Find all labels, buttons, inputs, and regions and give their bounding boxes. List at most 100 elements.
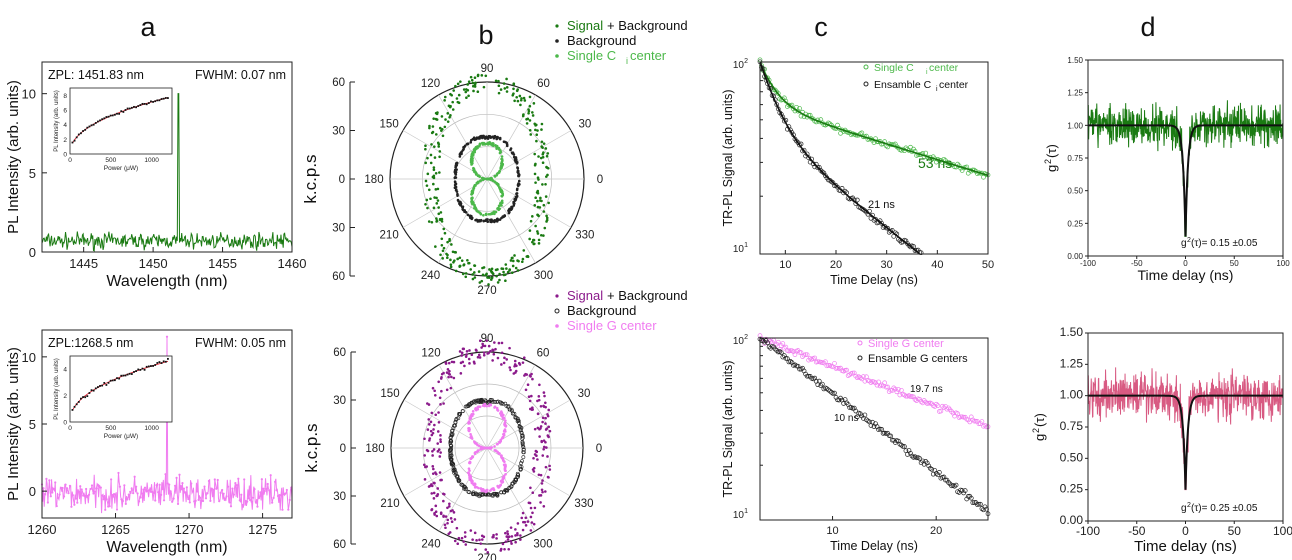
inset-point bbox=[143, 103, 146, 105]
signal-background-point bbox=[537, 178, 540, 181]
signal-background-point bbox=[444, 526, 447, 530]
inset-frame bbox=[69, 355, 173, 423]
signal-background-point bbox=[526, 255, 530, 259]
signal-background-point bbox=[472, 84, 475, 88]
inset-fit-line bbox=[72, 97, 169, 144]
signal-background-point bbox=[509, 368, 512, 372]
signal-background-point bbox=[495, 274, 498, 278]
spectrum-point bbox=[46, 501, 49, 504]
signal-background-point bbox=[435, 514, 439, 518]
single-center-point bbox=[483, 446, 487, 450]
ensemble-decay-point bbox=[885, 430, 891, 436]
ensemble-decay-point bbox=[772, 346, 778, 352]
background-point bbox=[518, 464, 523, 469]
signal-background-point bbox=[432, 117, 435, 120]
signal-background-point bbox=[431, 175, 435, 179]
legend-label-subscript: i bbox=[626, 56, 628, 66]
signal-background-point bbox=[475, 539, 478, 542]
signal-background-point bbox=[438, 455, 442, 458]
signal-background-point bbox=[506, 270, 510, 274]
y-axis-label-tau: (τ) bbox=[1032, 413, 1047, 427]
single-decay-point bbox=[844, 367, 849, 373]
background-point bbox=[486, 220, 490, 224]
spectrum-point bbox=[253, 488, 256, 491]
spectrum-point bbox=[221, 488, 224, 492]
legend-marker-background bbox=[554, 308, 560, 314]
signal-background-point bbox=[474, 548, 477, 551]
background-point bbox=[453, 470, 458, 475]
background-point bbox=[517, 174, 521, 177]
ensemble-decay-point bbox=[800, 365, 805, 371]
signal-background-point bbox=[523, 374, 526, 377]
legend-marker-single bbox=[863, 64, 869, 70]
ensemble-decay-point bbox=[923, 459, 929, 464]
x-tick-label: -50 bbox=[1131, 259, 1143, 268]
ensemble-decay-point bbox=[900, 444, 906, 449]
spectrum-point bbox=[235, 483, 238, 487]
background-point bbox=[453, 420, 458, 424]
background-point bbox=[455, 474, 459, 478]
y-tick-label: 1.50 bbox=[1060, 325, 1084, 339]
signal-background-point bbox=[439, 253, 442, 257]
angle-tick-label: 300 bbox=[534, 270, 553, 282]
single-center-point bbox=[495, 173, 499, 177]
background-point bbox=[460, 409, 465, 414]
angle-tick-label: 240 bbox=[421, 538, 440, 550]
single-center-point bbox=[469, 475, 473, 478]
signal-background-point bbox=[532, 242, 536, 246]
signal-background-point bbox=[422, 463, 426, 467]
inset-point bbox=[111, 379, 114, 382]
spectrum-point bbox=[140, 492, 144, 495]
signal-background-point bbox=[480, 346, 483, 349]
single-center-point bbox=[500, 157, 504, 161]
signal-background-point bbox=[521, 361, 525, 364]
signal-background-point bbox=[433, 145, 436, 148]
signal-background-point bbox=[431, 449, 434, 453]
spectrum-point bbox=[273, 480, 277, 484]
signal-background-point bbox=[432, 168, 436, 172]
inset-point bbox=[139, 368, 142, 371]
signal-background-point bbox=[512, 259, 515, 263]
signal-background-point bbox=[482, 353, 486, 357]
background-point bbox=[490, 398, 495, 403]
y-tick-label: 0 bbox=[29, 245, 36, 260]
signal-background-point bbox=[537, 398, 541, 402]
signal-background-point bbox=[503, 356, 506, 360]
ensemble-decay-point bbox=[827, 177, 833, 183]
signal-background-point bbox=[452, 360, 456, 364]
signal-background-point bbox=[468, 349, 471, 352]
single-center-point bbox=[502, 474, 506, 478]
single-center-point bbox=[474, 485, 477, 489]
panel-letter-a: a bbox=[140, 12, 156, 42]
single-center-point bbox=[499, 189, 503, 193]
signal-background-point bbox=[456, 257, 459, 261]
signal-background-point bbox=[535, 139, 538, 143]
background-point bbox=[514, 159, 517, 163]
single-decay-point bbox=[850, 370, 856, 376]
signal-background-point bbox=[505, 77, 508, 81]
signal-background-point bbox=[524, 524, 528, 527]
inset-point bbox=[158, 99, 161, 102]
single-center-point bbox=[499, 412, 502, 415]
single-decay-point bbox=[918, 399, 924, 404]
signal-background-point bbox=[527, 395, 531, 399]
inset-point bbox=[122, 111, 125, 113]
single-center-point bbox=[493, 405, 497, 409]
spectrum-point bbox=[198, 496, 202, 499]
signal-background-point bbox=[435, 196, 438, 200]
background-point bbox=[477, 218, 481, 222]
x-axis-label: Wavelength (nm) bbox=[106, 539, 227, 556]
spectrum-point bbox=[219, 491, 222, 494]
signal-background-point bbox=[531, 114, 535, 117]
x-tick-label: 1270 bbox=[175, 522, 204, 537]
y-tick-exponent-top: 2 bbox=[744, 58, 748, 65]
inset-point bbox=[105, 384, 108, 386]
single-center-point bbox=[467, 429, 471, 433]
single-decay-point bbox=[826, 363, 831, 368]
signal-background-point bbox=[529, 219, 533, 223]
signal-background-point bbox=[512, 82, 516, 85]
signal-background-point bbox=[547, 435, 550, 439]
spectrum-point bbox=[260, 478, 263, 481]
signal-background-point bbox=[467, 80, 471, 83]
single-center-point bbox=[500, 201, 503, 204]
